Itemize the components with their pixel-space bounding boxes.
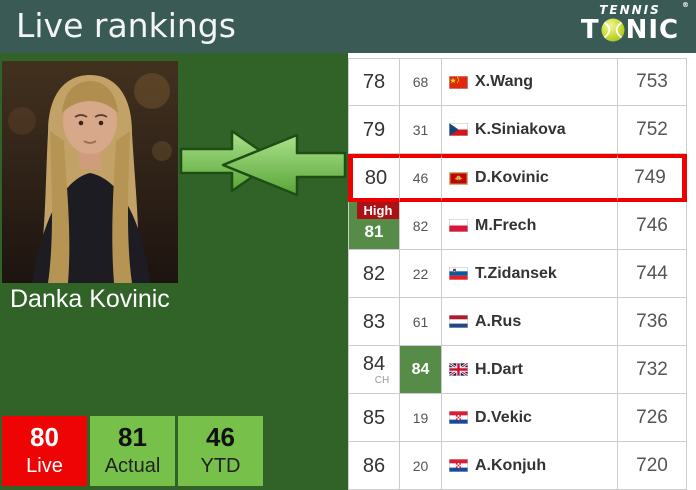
table-row-h-dart[interactable]: 84 CH 84 H.Dart 732 [348,346,696,394]
secondary-rank-cell: 61 [400,298,442,346]
points-cell: 720 [618,442,687,490]
rank-cell: 80 [348,154,400,202]
tennis-ball-icon [601,18,625,42]
rank-cell: 85 [348,394,400,442]
rank-cell: 78 [348,58,400,106]
china-flag-icon [449,75,468,89]
player-cell: H.Dart [442,346,618,394]
player-short-name: D.Vekic [475,408,532,426]
career-high-badge: High [357,202,399,219]
stat-actual-value: 81 [118,422,147,452]
points-cell: 732 [618,346,687,394]
stat-live-value: 80 [30,422,59,452]
stat-boxes: 80 Live 81 Actual 46 YTD [2,416,263,486]
rank-number: 79 [362,118,386,141]
rank-cell: 79 [348,106,400,154]
table-row-a-konjuh[interactable]: 86 20 A.Konjuh 720 [348,442,696,490]
player-short-name: D.Kovinic [475,169,549,186]
secondary-rank-cell: 46 [400,154,442,202]
czech-flag-icon [449,123,468,136]
table-row-d-kovinic[interactable]: 80 46 D.Kovinic 749 [348,154,696,202]
tennis-tonic-logo[interactable]: TENNIS ® T NIC [578,1,689,45]
stat-ytd: 46 YTD [178,416,263,486]
points-cell: 744 [618,250,687,298]
player-short-name: A.Konjuh [475,456,547,474]
points-cell: 726 [618,394,687,442]
player-cell: M.Frech [442,202,618,250]
player-cell: A.Konjuh [442,442,618,490]
table-row-m-frech[interactable]: High 81 82 M.Frech 746 [348,202,696,250]
stat-ytd-value: 46 [206,422,235,452]
career-high-label: CH [374,374,390,386]
rank-cell: 84 CH [348,346,400,394]
player-short-name: T.Zidansek [475,264,557,282]
secondary-rank-cell: 68 [400,58,442,106]
points-cell: 746 [618,202,687,250]
player-short-name: A.Rus [475,312,522,330]
page-title: Live rankings [16,6,236,45]
stat-ytd-label: YTD [200,454,241,477]
table-row-k-siniakova[interactable]: 79 31 K.Siniakova 752 [348,106,696,154]
secondary-rank-cell: 31 [400,106,442,154]
rank-cell: 86 [348,442,400,490]
rank-number: 80 [364,167,388,189]
rank-number: 84 [362,352,386,375]
croatia-flag-icon [449,411,468,424]
rank-cell: 82 [348,250,400,298]
player-short-name: K.Siniakova [475,120,566,138]
player-cell: A.Rus [442,298,618,346]
stat-actual-label: Actual [104,454,161,477]
slovenia-flag-icon [449,267,468,280]
rank-number: 83 [362,310,386,333]
rankings-rows: 78 68 X.Wang 753 79 31 K.Siniakova 752 80 46 D.Kov… [348,58,696,490]
points-cell: 736 [618,298,687,346]
rank-number: 82 [362,262,386,285]
secondary-rank-cell: 22 [400,250,442,298]
rankings-table: 78 68 X.Wang 753 79 31 K.Siniakova 752 80 46 D.Kov… [348,53,696,490]
header-bar: Live rankings TENNIS ® T NIC [0,0,696,53]
rank-number: 78 [362,71,386,93]
secondary-rank-cell: 82 [400,202,442,250]
player-cell: D.Vekic [442,394,618,442]
rank-change-arrows-icon [178,118,348,215]
registered-mark: ® [682,1,689,9]
rank-number: 81 [364,222,384,241]
player-short-name: M.Frech [475,216,537,234]
points-cell: 749 [618,154,687,202]
table-row-a-rus[interactable]: 83 61 A.Rus 736 [348,298,696,346]
player-short-name: H.Dart [475,360,524,378]
rank-number: 85 [362,406,386,429]
points-cell: 753 [618,58,687,106]
table-row-t-zidansek[interactable]: 82 22 T.Zidansek 744 [348,250,696,298]
stat-live-label: Live [26,454,63,477]
stat-live: 80 Live [2,416,87,486]
montenegro-flag-icon [449,171,468,185]
table-row-d-vekic[interactable]: 85 19 D.Vekic 726 [348,394,696,442]
player-name: Danka Kovinic [10,285,170,313]
croatia-flag-icon [449,459,468,472]
stat-actual: 81 Actual [90,416,175,486]
player-cell: D.Kovinic [442,154,618,202]
player-cell: K.Siniakova [442,106,618,154]
poland-flag-icon [449,219,468,232]
points-cell: 752 [618,106,687,154]
uk-flag-icon [449,363,468,376]
player-short-name: X.Wang [475,73,534,90]
netherlands-flag-icon [449,315,468,328]
secondary-rank-cell: 19 [400,394,442,442]
player-cell: T.Zidansek [442,250,618,298]
logo-word-tonic: T NIC [580,15,680,45]
secondary-rank-cell: 20 [400,442,442,490]
secondary-rank-cell: 84 [400,346,442,394]
rank-cell: 83 [348,298,400,346]
player-photo [2,61,178,283]
rank-number: 86 [362,454,386,477]
table-row-x-wang[interactable]: 78 68 X.Wang 753 [348,58,696,106]
rank-cell: High 81 [348,202,400,250]
player-cell: X.Wang [442,58,618,106]
logo-word-tennis: TENNIS ® [599,1,689,17]
